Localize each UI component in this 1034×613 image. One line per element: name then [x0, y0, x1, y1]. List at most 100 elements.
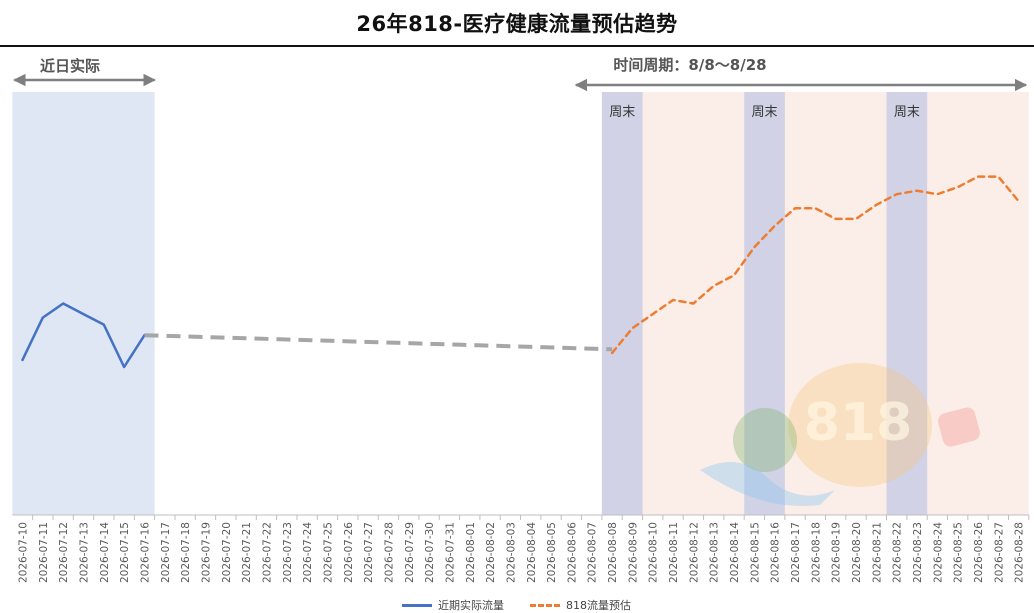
annotation-labels: 近日实际 时间周期：8/8～8/28 周末 周末 周末 [40, 56, 920, 120]
forecast-point-2026-08-15 [753, 246, 755, 248]
x-tick-label: 2026-08-23 [912, 522, 924, 583]
mascot-818-text: 818 [804, 393, 913, 453]
weekend-band-2 [744, 92, 785, 515]
x-tick-label: 2026-07-10 [18, 522, 30, 583]
x-tick-label: 2026-08-27 [993, 522, 1005, 583]
recent-range-label: 近日实际 [40, 57, 100, 75]
actual-point-2026-07-10 [21, 359, 23, 361]
x-tick-label: 2026-07-16 [140, 522, 152, 583]
x-tick-label: 2026-08-15 [749, 522, 761, 583]
x-tick-label: 2026-07-19 [201, 522, 213, 583]
x-tick-label: 2026-08-07 [587, 522, 599, 583]
forecast-point-2026-08-08 [611, 352, 613, 354]
forecast-point-2026-08-13 [713, 285, 715, 287]
x-tick-label: 2026-08-22 [892, 522, 904, 583]
forecast-point-2026-08-12 [692, 302, 694, 304]
forecast-point-2026-08-21 [875, 204, 877, 206]
x-tick-label: 2026-07-22 [262, 522, 274, 583]
series-line-actual [21, 302, 146, 369]
actual-point-2026-07-12 [62, 302, 64, 304]
legend-swatch-actual [402, 603, 432, 607]
x-tick-label: 2026-08-20 [851, 522, 863, 583]
x-tick-label: 2026-07-14 [99, 522, 111, 583]
forecast-point-2026-08-27 [997, 175, 999, 177]
x-tick-label: 2026-08-11 [668, 522, 680, 583]
x-tick-label: 2026-07-24 [302, 522, 314, 583]
forecast-point-2026-08-18 [814, 207, 816, 209]
x-tick-label: 2026-07-21 [241, 522, 253, 583]
weekend-band-1 [601, 92, 643, 515]
x-tick-label: 2026-08-12 [688, 522, 700, 583]
x-tick-label: 2026-07-12 [58, 522, 70, 583]
series-line-forecast [610, 175, 1020, 355]
forecast-point-2026-08-28 [1017, 200, 1019, 202]
x-tick-label: 2026-07-23 [282, 522, 294, 583]
legend-label-actual: 近期实际流量 [438, 599, 504, 612]
x-tick-label: 2026-07-13 [79, 522, 91, 583]
x-tick-label: 2026-08-06 [566, 522, 578, 583]
legend-swatch-forecast [530, 603, 560, 607]
x-tick-label: 2026-07-28 [383, 522, 395, 583]
legend: 近期实际流量 818流量预估 [0, 597, 1034, 613]
mascot-body [788, 363, 932, 487]
x-tick-label: 2026-08-19 [831, 522, 843, 583]
forecast-point-2026-08-20 [855, 218, 857, 220]
watermelon-icon [733, 408, 797, 472]
x-tick-label: 2026-08-18 [810, 522, 822, 583]
x-tick-label: 2026-08-16 [770, 522, 782, 583]
x-tick-label: 2026-08-17 [790, 522, 802, 583]
x-tick-label: 2026-08-13 [709, 522, 721, 583]
gift-icon [938, 407, 980, 447]
chart-title: 26年818-医疗健康流量预估趋势 [356, 12, 678, 36]
x-tick-label: 2026-08-04 [526, 522, 538, 583]
forecast-point-2026-08-17 [794, 207, 796, 209]
forecast-point-2026-08-16 [774, 225, 776, 227]
x-tick-label: 2026-07-31 [444, 522, 456, 583]
x-tick-label: 2026-07-15 [119, 522, 131, 583]
weekend-label-1: 周末 [609, 105, 635, 120]
x-tick-label: 2026-07-30 [424, 522, 436, 583]
x-tick-label: 2026-07-26 [343, 522, 355, 583]
x-tick-label: 2026-07-18 [180, 522, 192, 583]
forecast-period-band [601, 92, 1029, 515]
x-tick-label: 2026-07-11 [38, 522, 50, 583]
legend-item-forecast: 818流量预估 [530, 597, 631, 613]
actual-point-2026-07-11 [42, 316, 44, 318]
forecast-point-2026-08-24 [936, 193, 938, 195]
actual-point-2026-07-13 [82, 313, 84, 315]
actual-point-2026-07-15 [123, 366, 125, 368]
x-tick-label: 2026-08-02 [485, 522, 497, 583]
forecast-point-2026-08-19 [835, 218, 837, 220]
x-tick-label: 2026-08-10 [648, 522, 660, 583]
legend-label-forecast: 818流量预估 [566, 599, 631, 612]
wave-splash-icon [700, 462, 835, 506]
x-tick-label: 2026-08-03 [505, 522, 517, 583]
x-tick-label: 2026-08-09 [627, 522, 639, 583]
forecast-point-2026-08-09 [631, 327, 633, 329]
x-tick-label: 2026-08-21 [871, 522, 883, 583]
x-tick-label: 2026-07-29 [404, 522, 416, 583]
weekend-band-3 [886, 92, 928, 515]
forecast-point-2026-08-25 [956, 186, 958, 188]
x-tick-label: 2026-07-27 [363, 522, 375, 583]
x-tick-label: 2026-07-25 [322, 522, 334, 583]
background-bands [12, 92, 1029, 515]
x-tick-label: 2026-08-05 [546, 522, 558, 583]
x-tick-label: 2026-08-28 [1014, 522, 1026, 583]
x-tick-label: 2026-08-24 [932, 522, 944, 583]
x-tick-label: 2026-08-25 [953, 522, 965, 583]
legend-item-actual: 近期实际流量 [402, 597, 504, 613]
forecast-point-2026-08-26 [977, 175, 979, 177]
actual-point-2026-07-14 [103, 323, 105, 325]
weekend-label-2: 周末 [752, 105, 778, 120]
x-axis-ticks: 2026-07-10 2026-07-11 2026-07-12 2026-07-13… [12, 514, 1030, 583]
forecast-period-label: 时间周期：8/8～8/28 [613, 56, 766, 74]
recent-actual-band [12, 92, 155, 515]
range-arrows [13, 73, 1028, 92]
weekend-label-3: 周末 [894, 105, 920, 120]
x-tick-label: 2026-07-17 [160, 522, 172, 583]
x-tick-label: 2026-08-26 [973, 522, 985, 583]
series-lines [21, 175, 1020, 369]
forecast-point-2026-08-22 [895, 193, 897, 195]
